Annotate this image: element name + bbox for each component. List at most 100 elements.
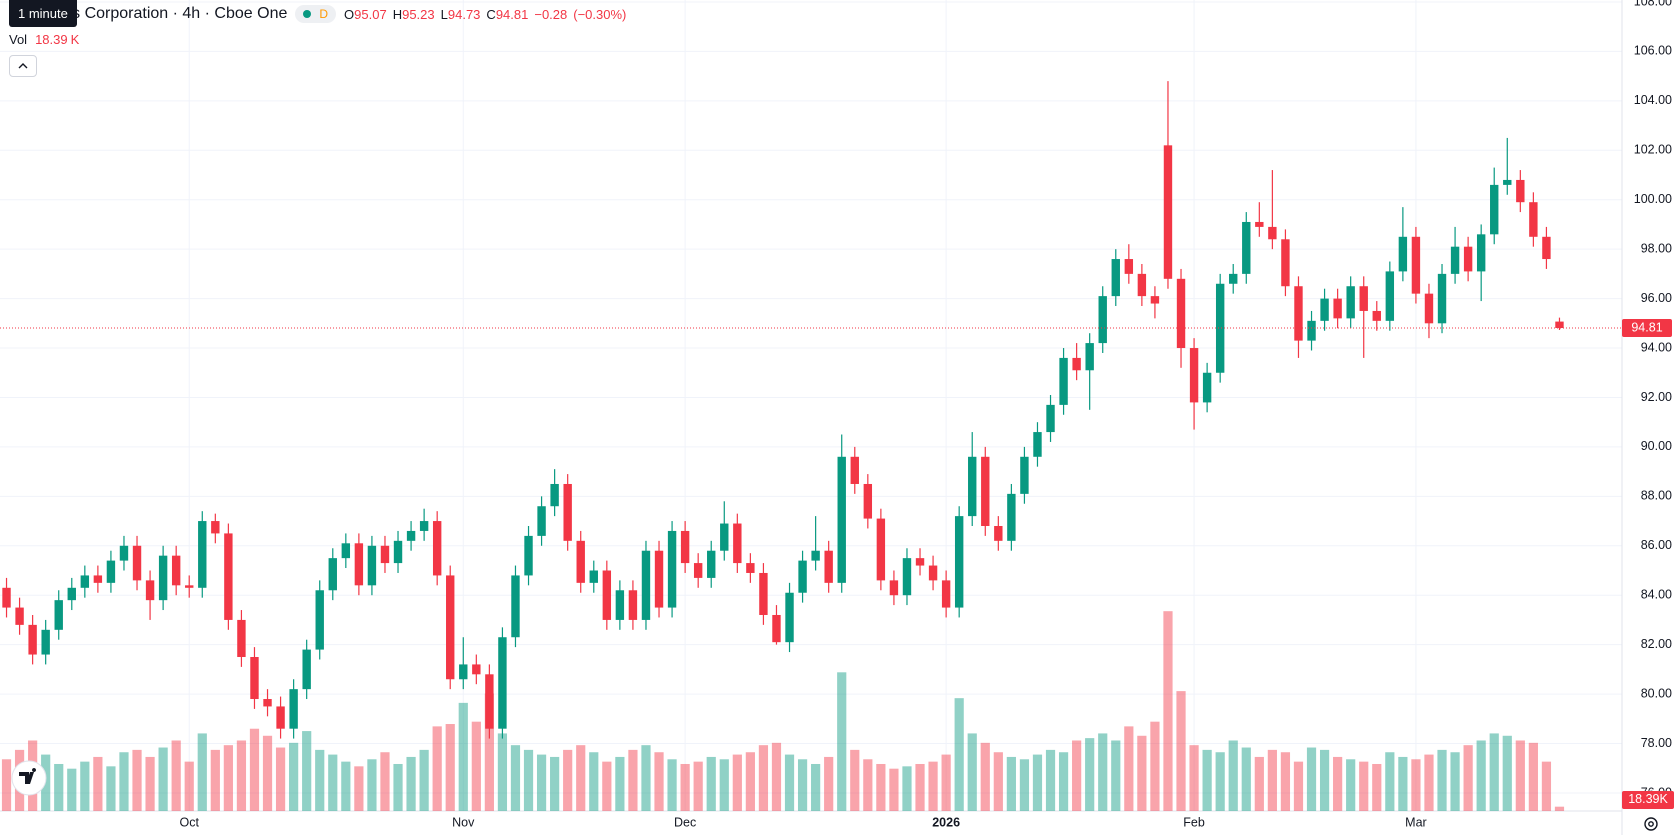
logo-mark[interactable]: [19, 768, 37, 784]
volume-bar: [1072, 740, 1082, 811]
volume-bar: [1111, 740, 1121, 811]
candle-body: [1072, 357, 1081, 371]
candle-body: [902, 558, 912, 596]
volume-bar: [824, 756, 834, 811]
volume-bar: [1019, 759, 1030, 811]
volume-bar: [1372, 763, 1382, 811]
volume-bar: [1280, 752, 1291, 811]
x-tick-label: Nov: [452, 815, 475, 829]
volume-bar: [863, 759, 873, 811]
candle-body: [954, 516, 964, 608]
candle-body: [602, 570, 612, 620]
volume-tag-value: 18.39: [1628, 792, 1659, 806]
volume-bar: [1267, 749, 1277, 811]
candle-body: [928, 565, 938, 581]
badge-text: D: [319, 7, 329, 21]
candle-body: [250, 657, 259, 700]
volume-bar: [550, 756, 560, 811]
y-tick-label: 92.00: [1641, 390, 1672, 404]
candle-body: [1437, 273, 1447, 324]
volume-bar: [1032, 754, 1043, 811]
candle-body: [524, 535, 533, 576]
y-tick-label: 78.00: [1641, 736, 1672, 750]
volume-bar: [1085, 738, 1095, 811]
settings-gear[interactable]: [1644, 817, 1658, 831]
volume-bar: [275, 747, 286, 811]
volume-bar: [602, 761, 612, 811]
volume-bar: [145, 756, 155, 811]
chevron[interactable]: [18, 63, 28, 69]
candle-body: [1085, 343, 1094, 371]
symbol-title[interactable]: Starbucks Corporation · 4h · Cboe One: [9, 5, 288, 22]
volume-bar: [1463, 745, 1473, 811]
chevron-icon[interactable]: [10, 56, 36, 76]
candle-body: [1124, 259, 1134, 274]
candle-body: [119, 545, 129, 561]
candle-body: [1150, 296, 1160, 304]
candle-body: [1450, 246, 1460, 274]
volume-bar: [289, 742, 299, 811]
volume-bar: [210, 749, 220, 811]
candle-body: [1137, 273, 1147, 297]
settings-button[interactable]: [1644, 817, 1658, 831]
volume-bar: [236, 740, 247, 811]
volume-bar: [1241, 747, 1251, 811]
collapse-button[interactable]: [9, 55, 37, 77]
volume-bar: [341, 761, 351, 811]
volume-bar: [1515, 740, 1525, 811]
y-tick-label: 108.00: [1634, 0, 1672, 8]
volume-bar: [1476, 740, 1486, 811]
market-status[interactable]: D: [295, 5, 337, 23]
tooltip: 1 minute: [9, 0, 77, 27]
volume-legend: Vol 18.39 K: [9, 32, 79, 47]
candle-body: [720, 523, 729, 551]
volume-bar: [1450, 752, 1460, 811]
candle-body: [459, 664, 468, 680]
price-tag-label: 94.81: [1631, 320, 1662, 334]
volume-bar: [510, 745, 521, 811]
candle-body: [2, 587, 11, 608]
candle-body: [941, 580, 951, 608]
candle-body: [1529, 202, 1538, 237]
volume-bar: [745, 752, 755, 811]
volume-bar: [249, 728, 260, 811]
ohlc-label: L: [440, 6, 448, 22]
candle-body: [354, 543, 364, 586]
settings-gear-center[interactable]: [1648, 821, 1654, 827]
volume-bar: [1202, 749, 1212, 811]
volume-bar: [967, 733, 977, 811]
candle-body: [1359, 286, 1368, 311]
candle-body: [707, 550, 716, 578]
candle-body: [211, 521, 220, 534]
candle-body: [550, 483, 559, 507]
candle-body: [393, 540, 403, 564]
candle-body: [498, 637, 507, 729]
y-tick-label: 100.00: [1634, 192, 1672, 206]
volume-bar: [458, 702, 468, 811]
candle-body: [733, 523, 742, 564]
candle-body: [15, 607, 24, 625]
x-tick-label: Feb: [1183, 815, 1205, 829]
candle-body: [1176, 278, 1186, 349]
candle-body: [654, 550, 664, 608]
candle-body: [198, 521, 207, 588]
volume-bar: [797, 759, 808, 811]
volume-bar: [811, 763, 821, 811]
volume-bar: [158, 747, 168, 811]
candle-body: [472, 664, 481, 675]
volume-bar: [445, 724, 455, 811]
candle-body: [1490, 184, 1499, 235]
candle-body: [315, 590, 324, 650]
volume-bar: [197, 733, 207, 811]
y-tick-label: 104.00: [1634, 93, 1672, 107]
volume-bar: [1176, 691, 1186, 811]
y-tick-label: 106.00: [1634, 44, 1672, 58]
volume-bar: [915, 763, 925, 811]
candle-body: [1020, 456, 1029, 494]
y-tick-label: 90.00: [1641, 439, 1672, 453]
volume-bar: [1385, 752, 1395, 811]
candle-body: [485, 674, 494, 729]
candle-body: [1424, 293, 1434, 324]
candle-body: [1385, 271, 1395, 321]
tradingview-logo[interactable]: [11, 760, 47, 796]
